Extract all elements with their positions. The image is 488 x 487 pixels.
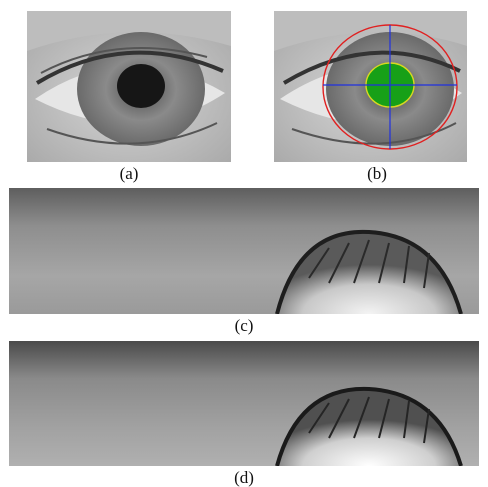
caption-d: (d) xyxy=(234,468,254,487)
caption-a: (a) xyxy=(119,164,139,183)
panel-a-eye-image xyxy=(27,11,231,162)
panel-b-segmentation xyxy=(274,11,467,162)
panel-c-normalized-strip xyxy=(9,188,479,314)
caption-c: (c) xyxy=(234,316,254,335)
caption-b: (b) xyxy=(367,164,387,183)
panel-d-enhanced-strip xyxy=(9,341,479,466)
